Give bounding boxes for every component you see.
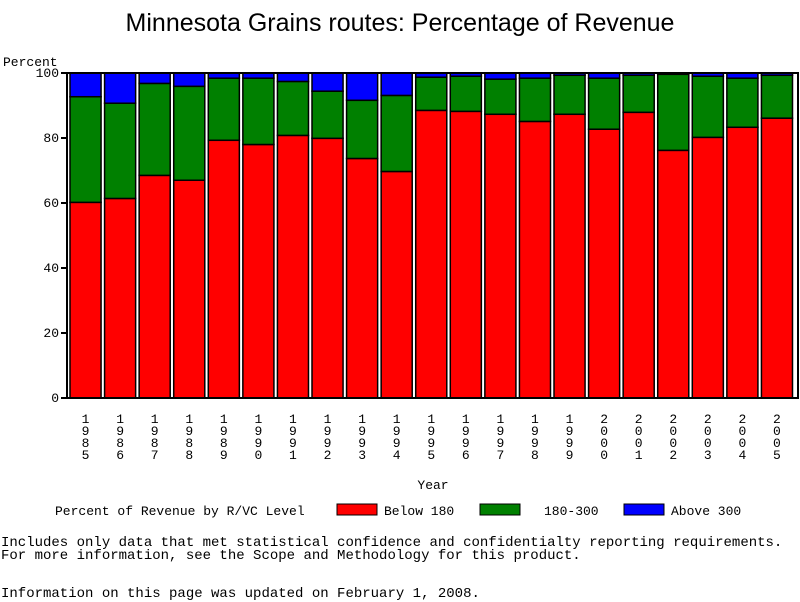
bar-1987-above-300 xyxy=(138,72,171,85)
bar-1987-below-180 xyxy=(138,174,171,399)
footnote-methodology: For more information, see the Scope and … xyxy=(1,548,581,564)
bar-1985-180-300 xyxy=(69,95,102,204)
bar-1989-180-300 xyxy=(207,77,241,142)
bar-1994-180-300 xyxy=(380,94,413,173)
bar-1998-180-300 xyxy=(518,77,552,123)
bar-2002-180-300 xyxy=(656,73,690,152)
y-tick-label: 80 xyxy=(43,131,59,146)
bar-1991-180-300 xyxy=(276,80,310,137)
bar-2001-180-300 xyxy=(622,74,655,114)
bar-1993-180-300 xyxy=(345,99,379,160)
bar-1995-180-300 xyxy=(414,76,448,112)
bar-2005-below-180 xyxy=(760,117,794,399)
bar-1990-180-300 xyxy=(242,77,275,146)
y-axis-label: Percent xyxy=(3,55,58,70)
y-tick-label: 20 xyxy=(43,326,59,341)
legend-label: Below 180 xyxy=(384,504,454,519)
bar-1997-180-300 xyxy=(484,78,517,116)
legend: Percent of Revenue by R/VC Level Below 1… xyxy=(55,503,741,519)
bar-1985-above-300 xyxy=(69,72,102,98)
bar-1987-180-300 xyxy=(138,82,171,177)
bar-1994-below-180 xyxy=(380,170,413,399)
bar-2000-180-300 xyxy=(587,77,621,130)
legend-title: Percent of Revenue by R/VC Level xyxy=(55,504,305,519)
bar-2004-below-180 xyxy=(726,126,759,399)
bar-1996-below-180 xyxy=(449,110,483,399)
bar-1995-below-180 xyxy=(414,109,448,399)
bar-1990-below-180 xyxy=(242,143,275,399)
bar-1989-below-180 xyxy=(207,139,241,399)
axis-frame xyxy=(66,72,799,399)
bar-1993-above-300 xyxy=(345,72,379,102)
chart-title: Minnesota Grains routes: Percentage of R… xyxy=(126,9,675,37)
y-tick-label: 100 xyxy=(36,66,59,81)
bar-1996-180-300 xyxy=(449,75,483,113)
legend-label: 180-300 xyxy=(544,504,599,519)
bar-1991-above-300 xyxy=(276,72,310,83)
bar-2003-below-180 xyxy=(691,136,725,399)
x-axis-label: Year xyxy=(417,478,448,493)
bar-2004-180-300 xyxy=(726,77,759,129)
bar-1992-180-300 xyxy=(311,90,344,140)
bar-2003-180-300 xyxy=(691,75,725,139)
legend-swatch xyxy=(623,503,665,516)
footnote-updated: Information on this page was updated on … xyxy=(1,586,480,602)
legend-swatch xyxy=(479,503,521,516)
bar-1988-above-300 xyxy=(172,72,206,88)
bar-1999-180-300 xyxy=(553,74,586,116)
bar-1991-below-180 xyxy=(276,134,310,399)
bar-1992-below-180 xyxy=(311,137,344,399)
bar-1988-180-300 xyxy=(172,85,206,181)
legend-swatch xyxy=(336,503,378,516)
bar-1988-below-180 xyxy=(172,179,206,399)
bar-2005-180-300 xyxy=(760,74,794,119)
legend-label: Above 300 xyxy=(671,504,741,519)
bar-1998-below-180 xyxy=(518,120,552,399)
bar-1986-180-300 xyxy=(103,102,137,200)
bar-1993-below-180 xyxy=(345,157,379,399)
bar-2002-below-180 xyxy=(656,149,690,399)
axes-group: 1 9 8 5 1 9 8 6 1 9 8 7 1 9 8 8 1 9 8 9 1 9 9 0 1 9 9 1 1 9 9 2 1 9 9 3 1 9 9 4… xyxy=(36,66,799,463)
bar-1992-above-300 xyxy=(311,72,344,92)
bar-1994-above-300 xyxy=(380,72,413,97)
y-tick-label: 60 xyxy=(43,196,59,211)
y-tick-label: 40 xyxy=(43,261,59,276)
bar-2001-below-180 xyxy=(622,111,655,399)
bars-group xyxy=(69,72,794,399)
bar-1997-below-180 xyxy=(484,113,517,399)
bar-1985-below-180 xyxy=(69,201,102,399)
bar-1999-below-180 xyxy=(553,113,586,399)
bar-2000-below-180 xyxy=(587,128,621,399)
bar-1986-above-300 xyxy=(103,72,137,104)
footnote-confidence: Includes only data that met statistical … xyxy=(1,535,783,551)
y-tick-label: 0 xyxy=(51,391,59,406)
bar-1986-below-180 xyxy=(103,197,137,399)
